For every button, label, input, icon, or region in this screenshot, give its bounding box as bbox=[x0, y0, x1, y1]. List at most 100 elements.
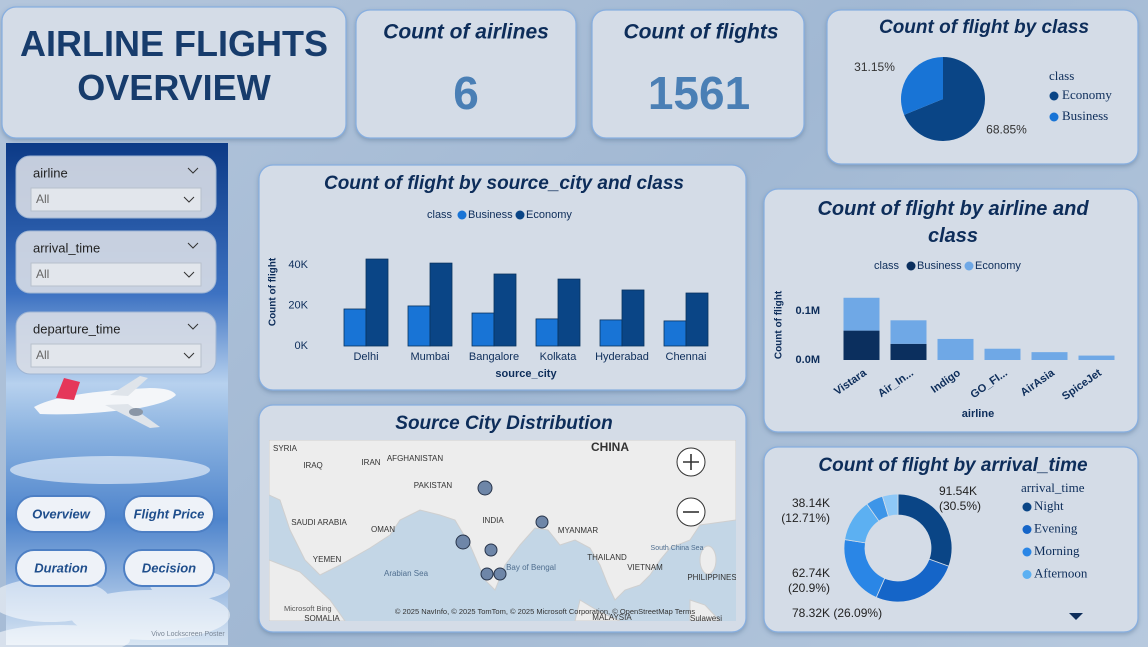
city-point bbox=[455, 534, 471, 550]
legend-marker bbox=[457, 210, 467, 220]
chart-title: Count of flight by airline and class bbox=[817, 198, 1089, 247]
map: SYRIA IRAQ IRAN AFGHANISTAN PAKISTAN CHI… bbox=[269, 440, 736, 623]
pie-slice bbox=[900, 57, 943, 115]
map-label: IRAQ bbox=[303, 461, 323, 470]
map-label: AFGHANISTAN bbox=[387, 454, 444, 463]
chevron bbox=[183, 271, 195, 278]
map-label: Sulawesi bbox=[690, 614, 722, 623]
chart-title: Count of flight by class bbox=[879, 17, 1089, 38]
city-point bbox=[493, 567, 507, 581]
city-point bbox=[535, 515, 549, 529]
slicer-label: arrival_time bbox=[33, 240, 100, 255]
kpi-card bbox=[591, 9, 805, 139]
nav-button[interactable] bbox=[123, 549, 215, 587]
bar bbox=[557, 278, 581, 347]
x-tick-label: Mumbai bbox=[410, 351, 449, 363]
bar bbox=[599, 319, 623, 347]
y-tick-label: 20K bbox=[288, 299, 308, 311]
airplane bbox=[34, 376, 176, 428]
bar bbox=[407, 305, 431, 347]
legend-label: Economy bbox=[526, 209, 572, 221]
dashboard-title: AIRLINE FLIGHTS OVERVIEW bbox=[20, 23, 328, 108]
kpi-value: 1561 bbox=[648, 67, 750, 119]
x-tick-label: Chennai bbox=[666, 351, 707, 363]
slicer-value: All bbox=[36, 348, 49, 362]
bar-segment bbox=[937, 338, 974, 360]
data-label: 38.14K (12.71%) bbox=[781, 496, 830, 525]
legend-label: Evening bbox=[1034, 520, 1078, 535]
bar bbox=[535, 318, 559, 347]
zoom-in[interactable] bbox=[676, 447, 706, 477]
nav-button[interactable] bbox=[123, 495, 215, 533]
nav-button-label: Overview bbox=[32, 506, 91, 521]
bar-segment bbox=[843, 297, 880, 331]
pie-slice bbox=[904, 57, 986, 141]
legend-label: Business bbox=[917, 260, 962, 272]
slicer-dropdown[interactable] bbox=[30, 187, 202, 212]
city-points bbox=[455, 480, 549, 581]
legend-marker bbox=[1022, 570, 1032, 579]
bar-segment bbox=[1078, 355, 1115, 360]
data-label: 91.54K (30.5%) bbox=[939, 484, 981, 513]
legend-label: Afternoon bbox=[1034, 565, 1088, 580]
x-tick-label: Bangalore bbox=[469, 351, 519, 363]
slicer-dropdown[interactable] bbox=[30, 262, 202, 287]
nav-button[interactable] bbox=[15, 549, 107, 587]
legend-label: Business bbox=[1062, 108, 1108, 123]
bar-segment bbox=[1031, 352, 1068, 360]
legend-title: class bbox=[1049, 68, 1074, 83]
slicer-dropdown[interactable] bbox=[30, 343, 202, 368]
bar bbox=[621, 289, 645, 347]
map-attribution: © 2025 NavInfo, © 2025 TomTom, © 2025 Mi… bbox=[395, 607, 696, 616]
x-tick-label: Kolkata bbox=[540, 351, 578, 363]
map-label: YEMEN bbox=[313, 555, 342, 564]
legend-marker bbox=[1022, 547, 1032, 557]
legend-marker bbox=[906, 261, 916, 271]
bar bbox=[429, 262, 453, 347]
nav-button-label: Duration bbox=[34, 560, 88, 575]
map-label: Bay of Bengal bbox=[506, 563, 556, 572]
chart-title: Count of flight by arrival_time bbox=[818, 455, 1088, 476]
chevron bbox=[187, 242, 199, 249]
x-axis-title: airline bbox=[962, 408, 994, 420]
city-point bbox=[477, 480, 493, 496]
legend-marker bbox=[964, 261, 974, 271]
legend-marker bbox=[515, 210, 525, 220]
legend-marker bbox=[1022, 525, 1032, 534]
y-axis-title: Count of flight bbox=[268, 257, 279, 326]
data-label: 68.85% bbox=[986, 122, 1027, 136]
map-label: South China Sea bbox=[651, 545, 704, 552]
kpi-card bbox=[355, 9, 577, 139]
chart-title: Source City Distribution bbox=[395, 413, 612, 434]
slicer-value: All bbox=[36, 267, 49, 281]
map-label: CHINA bbox=[591, 440, 629, 454]
legend-scroll[interactable] bbox=[1069, 613, 1083, 620]
map-label: PHILIPPINES bbox=[687, 573, 736, 582]
slicer-label: departure_time bbox=[33, 321, 120, 336]
bar bbox=[663, 320, 687, 347]
nav-button-label: Flight Price bbox=[134, 506, 205, 521]
y-tick-label: 40K bbox=[288, 259, 308, 271]
city-point bbox=[480, 567, 494, 581]
nav-button[interactable] bbox=[15, 495, 107, 533]
data-label: 78.32K (26.09%) bbox=[792, 606, 882, 620]
donut-slice bbox=[881, 493, 899, 517]
legend-label: Economy bbox=[975, 260, 1021, 272]
chart-card bbox=[763, 188, 1139, 433]
x-tick-label: Delhi bbox=[353, 351, 378, 363]
slicer-label: airline bbox=[33, 165, 68, 180]
kpi-label: Count of flights bbox=[623, 21, 778, 44]
bar-segment bbox=[890, 343, 927, 360]
y-axis-title: Count of flight bbox=[774, 290, 785, 359]
legend-label: Business bbox=[468, 209, 513, 221]
map-label: Arabian Sea bbox=[384, 569, 429, 578]
watermark: Vivo Lockscreen Poster bbox=[151, 631, 225, 638]
map-label: MYANMAR bbox=[558, 526, 599, 535]
bar-segment bbox=[843, 330, 880, 360]
map-logo: Microsoft Bing bbox=[284, 604, 332, 613]
zoom-out[interactable] bbox=[676, 497, 706, 527]
chevron bbox=[183, 352, 195, 359]
map-label: THAILAND bbox=[587, 553, 627, 562]
